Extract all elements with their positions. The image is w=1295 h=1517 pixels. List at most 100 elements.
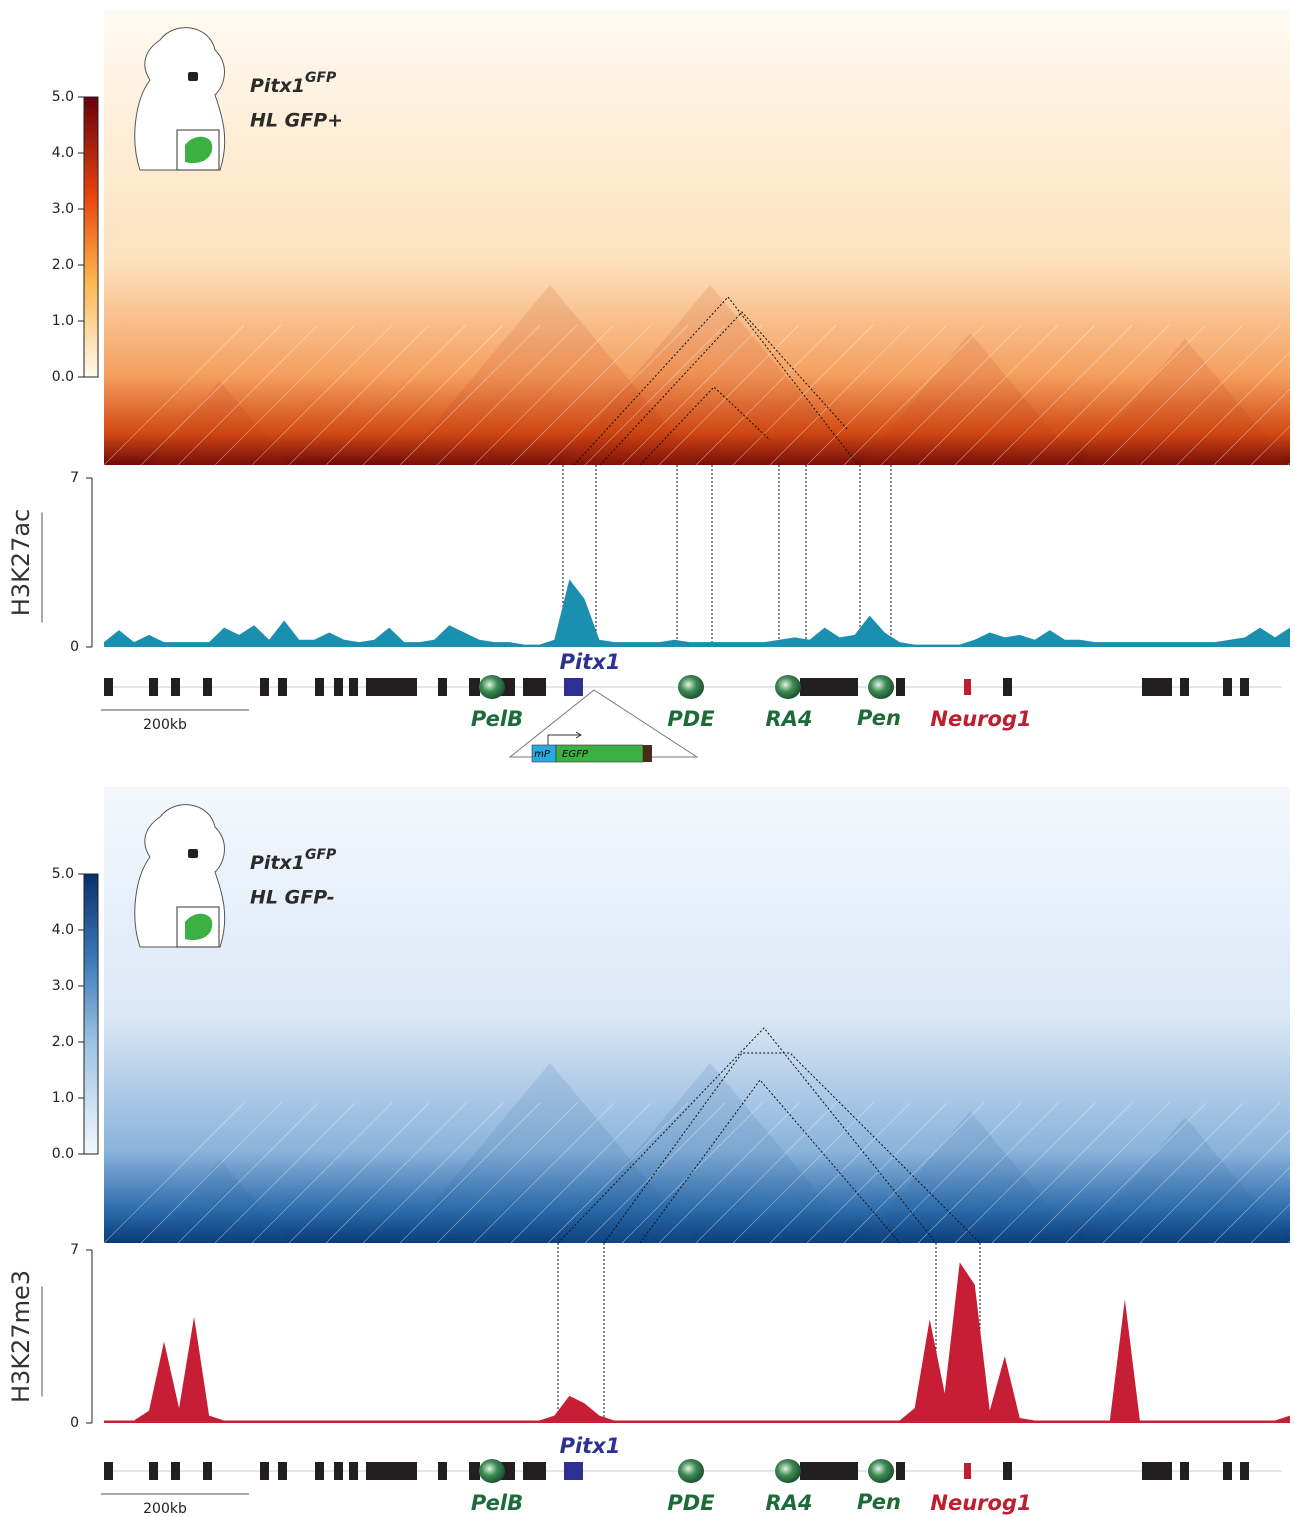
texture [510, 324, 652, 466]
signal-area [104, 579, 1290, 647]
texture [325, 324, 467, 466]
gene [1142, 1462, 1172, 1480]
gene [278, 1462, 287, 1480]
colorbar-label: 1.0 [52, 1090, 74, 1106]
texture [880, 324, 1022, 466]
embryo [134, 27, 226, 171]
texture [658, 324, 800, 466]
gene [171, 678, 180, 696]
tad [560, 1063, 860, 1243]
texture [103, 1102, 245, 1244]
texture [954, 1102, 1096, 1244]
colorbar-label: 1.0 [52, 313, 74, 329]
gene [104, 1462, 113, 1480]
gene [203, 678, 212, 696]
gene [366, 678, 417, 696]
tad [560, 285, 860, 465]
gene [334, 1462, 343, 1480]
gene-name: Pitx1 [250, 75, 305, 97]
gene [1003, 1462, 1012, 1480]
y-tick-label: 0 [70, 639, 79, 655]
gene-pitx1 [564, 1462, 583, 1480]
gene [203, 1462, 212, 1480]
texture [177, 1102, 319, 1244]
texture [288, 324, 430, 466]
texture [436, 1102, 578, 1244]
limb [185, 136, 213, 164]
texture [251, 324, 393, 466]
texture [177, 324, 319, 466]
gene [171, 1462, 180, 1480]
scale-label: 200kb [143, 717, 187, 733]
colorbar-label: 2.0 [52, 1034, 74, 1050]
gene [260, 678, 269, 696]
texture [954, 324, 1096, 466]
enhancer [479, 1459, 505, 1483]
gene [1180, 1462, 1189, 1480]
texture [732, 324, 874, 466]
enhancer [775, 675, 801, 699]
hic-map [104, 10, 1290, 465]
colorbar-label: 5.0 [52, 866, 74, 882]
texture [436, 324, 578, 466]
gene [1003, 678, 1012, 696]
texture [547, 1102, 689, 1244]
gene-neurog1 [964, 679, 971, 695]
polyA [643, 745, 652, 762]
texture [325, 1102, 467, 1244]
texture [473, 1102, 615, 1244]
gene-label: Pitx1 [560, 1434, 621, 1458]
limb [185, 913, 213, 941]
texture [1176, 1124, 1295, 1244]
texture [1102, 1102, 1244, 1244]
eye [188, 72, 198, 81]
gene [366, 1462, 417, 1480]
texture [1139, 1102, 1281, 1244]
embryo [134, 804, 226, 948]
gene-pitx1 [564, 678, 583, 696]
gene [1180, 678, 1189, 696]
gene [1240, 1462, 1249, 1480]
texture [880, 1102, 1022, 1244]
colorbar [83, 873, 99, 1155]
texture [1250, 1198, 1295, 1244]
texture [732, 1102, 874, 1244]
colorbar-label: 5.0 [52, 89, 74, 105]
gene-label: Pen [857, 1490, 901, 1514]
texture [621, 1102, 763, 1244]
colorbar [83, 96, 99, 378]
condition-label: HL GFP- [250, 887, 335, 909]
gene [523, 678, 546, 696]
texture [1065, 324, 1207, 466]
gene [278, 678, 287, 696]
texture [991, 1102, 1133, 1244]
gene [896, 678, 905, 696]
texture [1176, 346, 1295, 466]
texture [806, 1102, 948, 1244]
texture [140, 1102, 282, 1244]
texture [917, 1102, 1059, 1244]
tad-outline [639, 1079, 901, 1244]
colorbar-label: 0.0 [52, 369, 74, 385]
construct-label: EGFP [562, 749, 589, 760]
texture [1065, 1102, 1207, 1244]
signal-area [104, 1262, 1290, 1423]
texture [658, 1102, 800, 1244]
tad [400, 1063, 700, 1243]
enhancer [479, 675, 505, 699]
y-tick-label: 7 [70, 470, 79, 486]
y-tick-label: 0 [70, 1415, 79, 1431]
texture [991, 324, 1133, 466]
texture [917, 324, 1059, 466]
gene-label: PelB [471, 1491, 523, 1515]
texture [695, 324, 837, 466]
superscript: GFP [305, 847, 337, 863]
texture [510, 1102, 652, 1244]
texture [843, 324, 985, 466]
gene [149, 678, 158, 696]
texture [1028, 324, 1170, 466]
sample-label: Pitx1GFP [250, 847, 337, 874]
limb-box [176, 906, 220, 948]
texture [584, 324, 726, 466]
texture [140, 324, 282, 466]
